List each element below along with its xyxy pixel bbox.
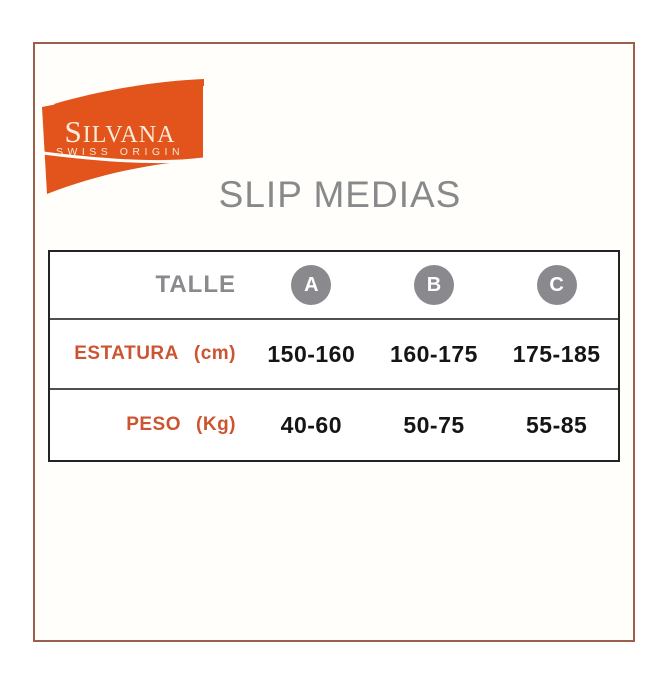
brand-name: SILVANA bbox=[44, 116, 196, 147]
header-size-c-cell: C bbox=[495, 265, 618, 305]
estatura-value-c: 175-185 bbox=[512, 340, 601, 367]
size-badge-a: A bbox=[291, 265, 332, 305]
peso-value-b: 50-75 bbox=[403, 411, 465, 438]
silvana-logo: SILVANA SWISS ORIGIN bbox=[38, 76, 208, 200]
header-label-talle: TALLE bbox=[155, 271, 236, 298]
brand-tagline: SWISS ORIGIN bbox=[55, 146, 185, 158]
size-badge-b: B bbox=[413, 265, 454, 305]
peso-value-c: 55-85 bbox=[525, 411, 588, 438]
estatura-label-cell: ESTATURA (cm) bbox=[50, 343, 250, 365]
peso-value-a: 40-60 bbox=[280, 411, 342, 438]
estatura-label: ESTATURA bbox=[74, 343, 179, 364]
brand-name-initial: S bbox=[64, 114, 83, 149]
logo-banner-shape bbox=[42, 79, 204, 194]
header-size-b-cell: B bbox=[373, 265, 496, 305]
estatura-value-b: 160-175 bbox=[390, 340, 478, 367]
page-title: SLIP MEDIAS bbox=[218, 174, 462, 215]
table-header-row: TALLE A B C bbox=[50, 252, 618, 318]
size-badge-c: C bbox=[536, 265, 577, 305]
estatura-value-a: 150-160 bbox=[267, 340, 356, 367]
size-table: TALLE A B C ESTATURA (cm) 150-160 160-17… bbox=[48, 250, 620, 462]
table-row-estatura: ESTATURA (cm) 150-160 160-175 175-185 bbox=[50, 318, 618, 388]
peso-label: PESO bbox=[126, 414, 182, 435]
table-row-peso: PESO (Kg) 40-60 50-75 55-85 bbox=[50, 388, 618, 460]
estatura-unit: (cm) bbox=[193, 343, 236, 364]
brand-name-rest: ILVANA bbox=[82, 122, 176, 148]
header-size-a-cell: A bbox=[250, 265, 373, 305]
content-frame: SILVANA SWISS ORIGIN SLIP MEDIAS TALLE A… bbox=[33, 42, 635, 642]
peso-unit: (Kg) bbox=[196, 414, 236, 435]
peso-label-cell: PESO (Kg) bbox=[50, 414, 250, 436]
